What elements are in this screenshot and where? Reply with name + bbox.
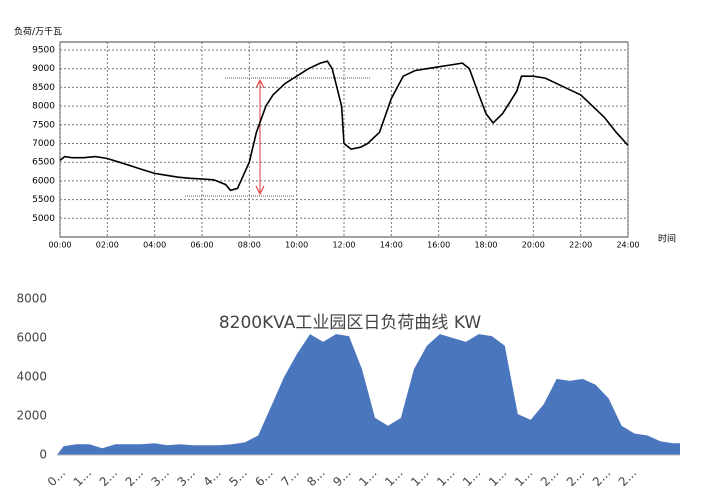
area-series [57,334,680,455]
y-tick-label: 8000 [32,102,55,112]
x-tick-label: 2... [538,466,561,489]
x-tick-label: 2... [616,466,639,489]
x-tick-label: 1... [71,466,94,489]
y-tick-label: 8000 [16,292,47,306]
y-tick-label: 6500 [32,158,55,168]
x-tick-label: 2... [564,466,587,489]
x-tick-label: 2... [590,466,613,489]
x-tick-label: 5... [226,466,249,489]
y-tick-label: 8500 [32,83,55,93]
x-tick-label: 8... [304,466,327,489]
x-tick-label: 14:00 [380,241,403,250]
y-tick-label: 9500 [32,46,55,56]
x-tick-label: 1... [408,466,431,489]
x-tick-label: 7... [278,466,301,489]
x-tick-label: 24:00 [616,241,639,250]
x-tick-label: 10:00 [285,241,308,250]
x-tick-label: 3... [174,466,197,489]
x-tick-label: 04:00 [143,241,166,250]
y-tick-label: 5500 [32,195,55,205]
x-tick-label: 1... [356,466,379,489]
x-tick-label: 3... [149,466,172,489]
x-tick-label: 1... [486,466,509,489]
x-tick-label: 18:00 [474,241,497,250]
chart-title: 8200KVA工业园区日负荷曲线 KW [219,313,482,333]
y-tick-label: 9000 [32,64,55,74]
y-tick-label: 5000 [32,214,55,224]
y-tick-label: 0 [39,448,47,462]
y-tick-label: 2000 [16,409,47,423]
x-tick-label: 1... [382,466,405,489]
x-axis-label: 时间 [658,233,676,245]
x-tick-label: 12:00 [332,241,355,250]
x-tick-label: 9... [330,466,353,489]
x-tick-label: 4... [200,466,223,489]
y-tick-label: 7500 [32,120,55,130]
x-tick-label: 0... [45,466,68,489]
annotation-arrowhead [255,78,265,196]
x-tick-label: 00:00 [48,241,71,250]
x-tick-label: 16:00 [427,241,450,250]
y-tick-label: 6000 [16,331,47,345]
x-tick-label: 06:00 [190,241,213,250]
x-tick-label: 2... [97,466,120,489]
x-tick-label: 08:00 [238,241,261,250]
x-tick-label: 1... [460,466,483,489]
x-tick-label: 1... [512,466,535,489]
x-tick-label: 1... [434,466,457,489]
y-tick-label: 4000 [16,370,47,384]
x-tick-label: 6... [252,466,275,489]
x-tick-label: 2... [123,466,146,489]
y-tick-label: 7000 [32,139,55,149]
x-tick-label: 22:00 [569,241,592,250]
y-axis-label: 负荷/万千瓦 [14,26,62,38]
x-tick-label: 20:00 [522,241,545,250]
x-tick-label: 02:00 [96,241,119,250]
line-series [59,60,629,192]
y-tick-label: 6000 [32,176,55,186]
